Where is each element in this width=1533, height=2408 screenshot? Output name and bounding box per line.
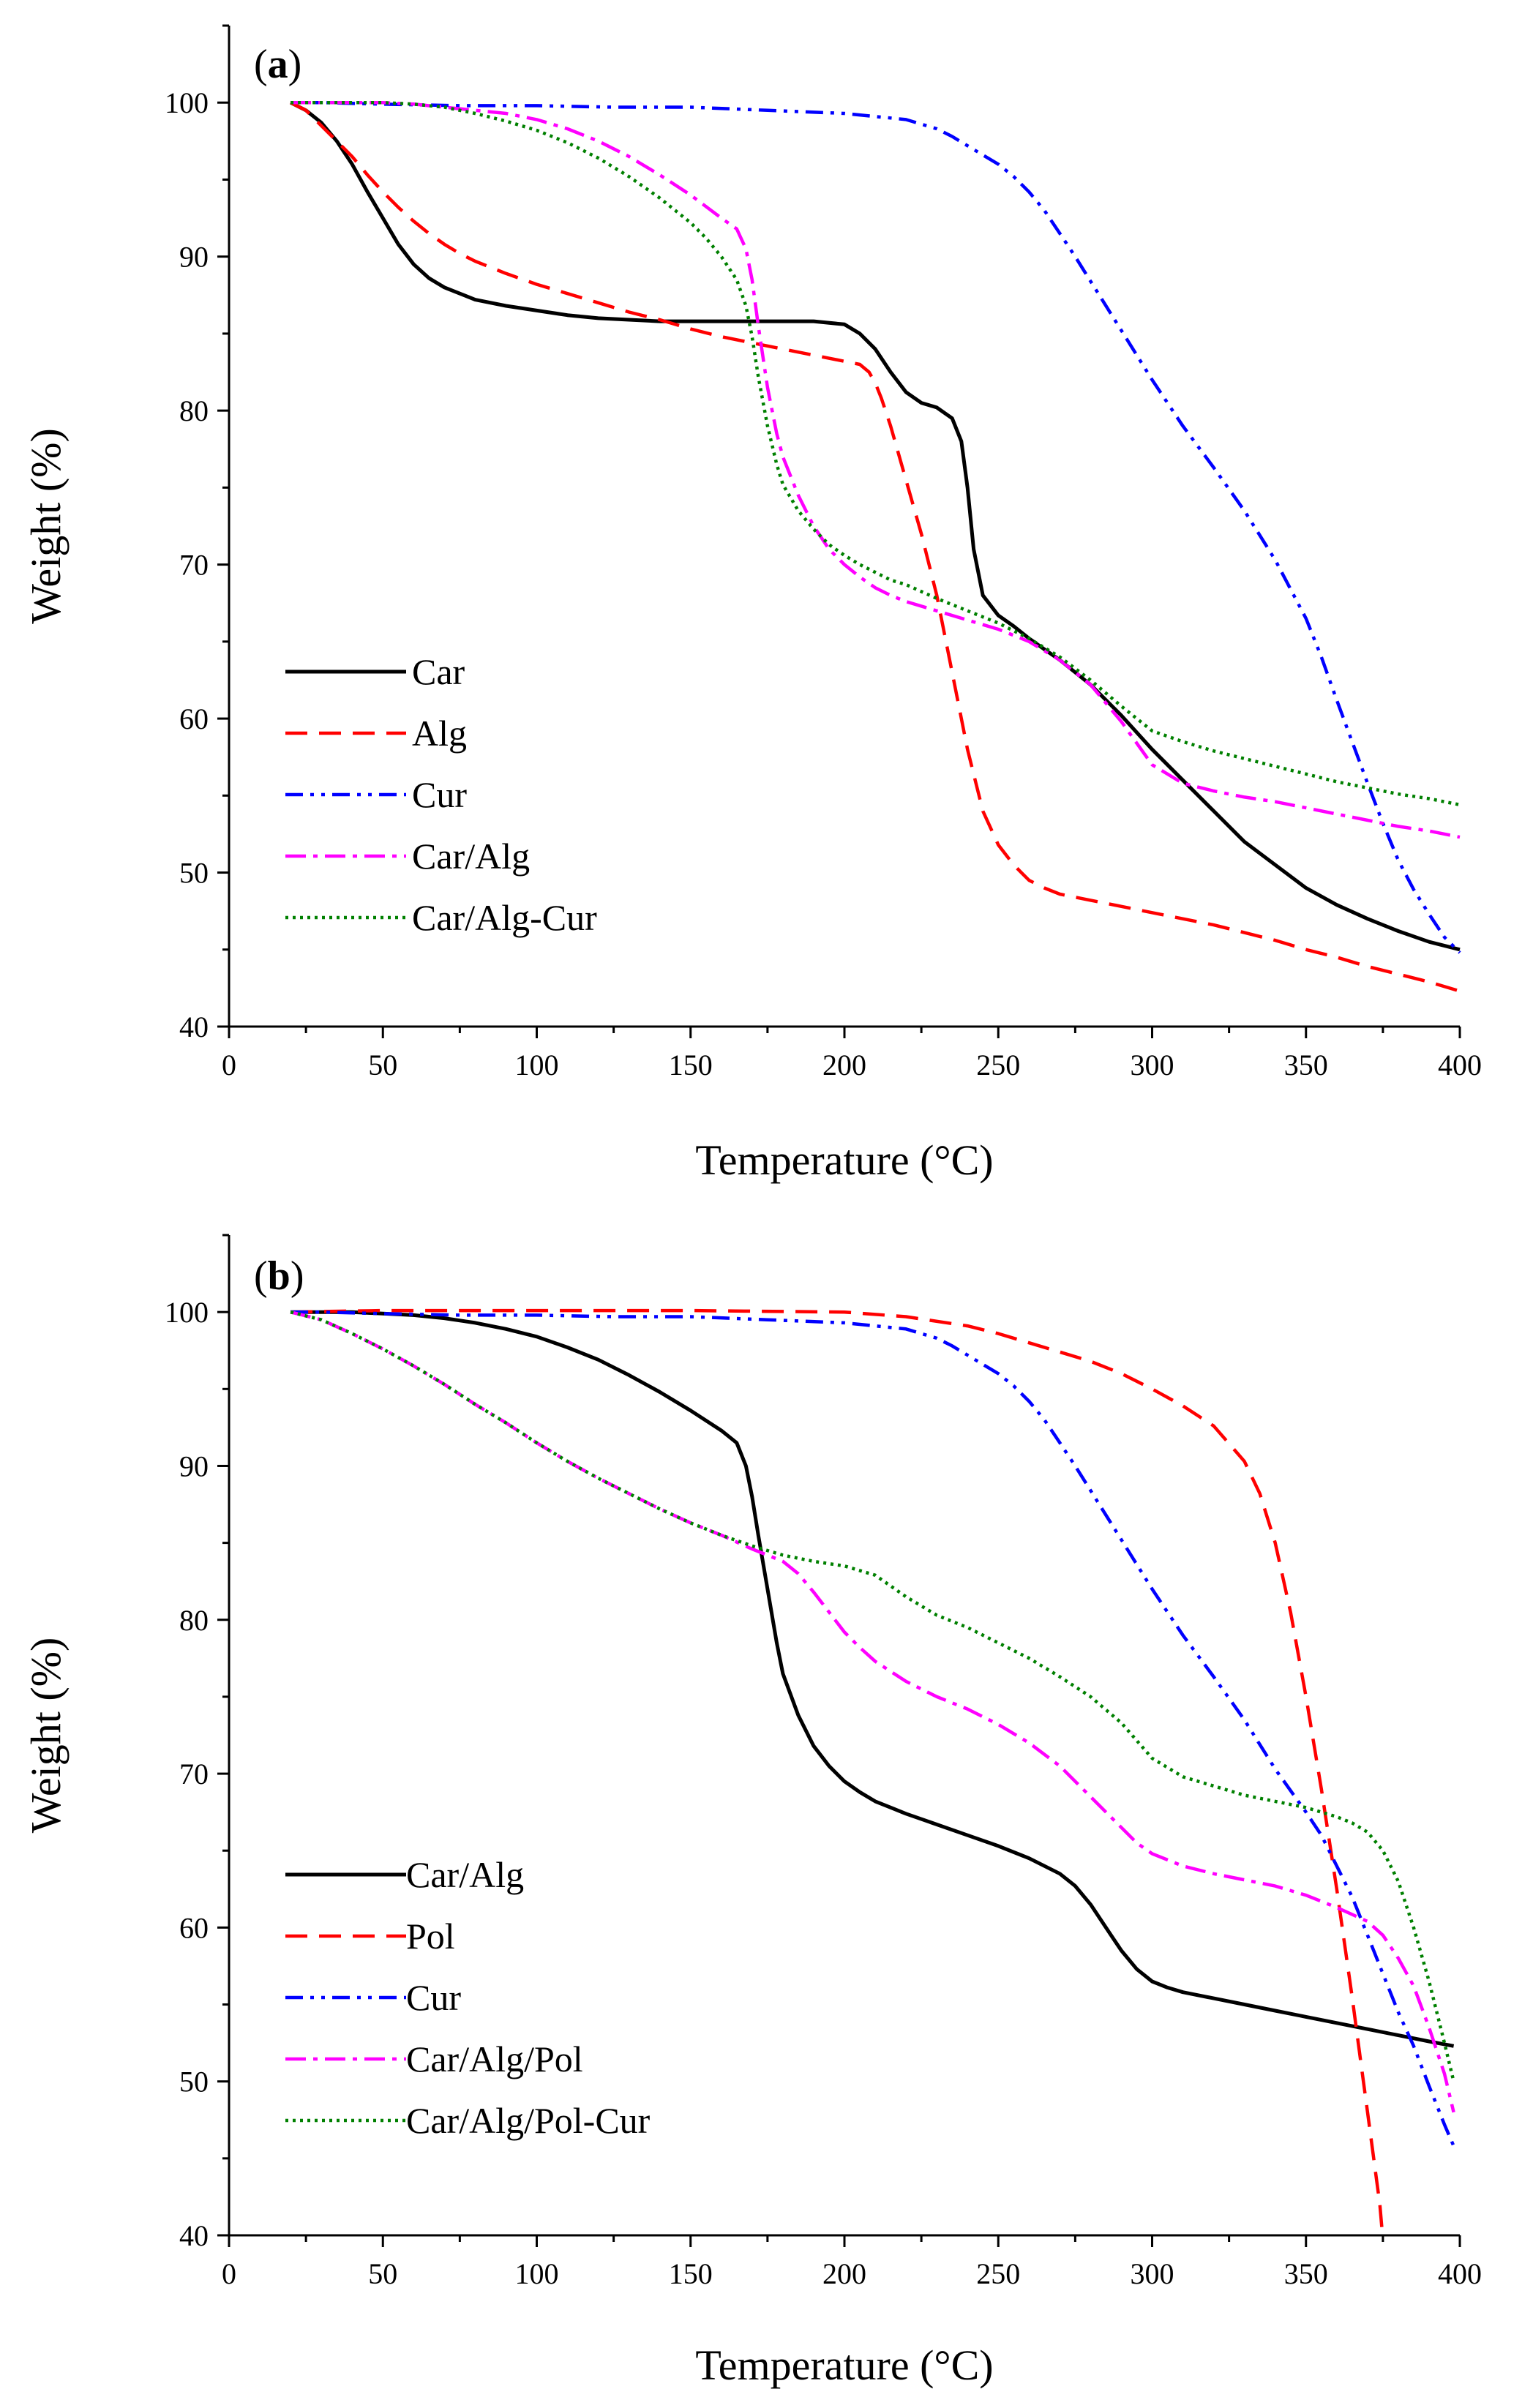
series-line-car-alg bbox=[291, 100, 1461, 839]
y-tick-label: 70 bbox=[179, 549, 209, 582]
x-tick-label: 0 bbox=[222, 2257, 236, 2290]
panel-label: (a) bbox=[254, 42, 301, 87]
x-axis-label: Temperature (°C) bbox=[695, 1136, 993, 1184]
series-line-alg bbox=[290, 101, 1461, 993]
x-tick-label: 350 bbox=[1284, 1049, 1328, 1081]
y-tick-label: 50 bbox=[179, 857, 209, 890]
y-tick-label: 50 bbox=[179, 2066, 209, 2098]
legend-label: Car/Alg bbox=[406, 1854, 524, 1895]
chart-panel-b: 0 50 100 150 200 250 300 350 400 40 50 60 70 80 90 100 T… bbox=[22, 1234, 1482, 2389]
legend-label: Car/Alg-Cur bbox=[412, 897, 597, 938]
series-line-car-alg-pol-cur bbox=[290, 1310, 1455, 2082]
series-line-pol bbox=[291, 1308, 1384, 2235]
x-tick-label: 150 bbox=[669, 1049, 713, 1081]
x-tick-label: 0 bbox=[222, 1049, 236, 1081]
legend-label: Car/Alg bbox=[412, 836, 530, 877]
panel-label-close: ) bbox=[291, 1253, 304, 1299]
y-tick-label: 60 bbox=[179, 1911, 209, 1944]
y-tick-label: 80 bbox=[179, 1604, 209, 1637]
x-tick-label: 300 bbox=[1131, 2257, 1174, 2290]
x-tick-label: 400 bbox=[1438, 1049, 1482, 1081]
x-tick-label: 350 bbox=[1284, 2257, 1328, 2290]
x-tick-label: 100 bbox=[515, 2257, 559, 2290]
series-line-car bbox=[289, 100, 1461, 952]
x-tick-label: 150 bbox=[669, 2257, 713, 2290]
y-tick-label: 40 bbox=[179, 2219, 209, 2252]
y-axis-label: Weight (%) bbox=[22, 1638, 70, 1834]
x-tick-label: 100 bbox=[515, 1049, 559, 1081]
legend-label: Cur bbox=[406, 1977, 461, 2018]
legend-label: Cur bbox=[412, 774, 467, 815]
legend-label: Car/Alg/Pol bbox=[406, 2038, 583, 2079]
y-tick-label: 80 bbox=[179, 394, 209, 427]
panel-label-close: ) bbox=[288, 42, 302, 87]
legend-label: Car bbox=[412, 651, 465, 692]
y-tick-label: 90 bbox=[179, 1449, 209, 1482]
legend-label: Pol bbox=[406, 1916, 455, 1957]
x-tick-label: 50 bbox=[368, 2257, 397, 2290]
series-line-cur bbox=[291, 100, 1461, 954]
x-tick-label: 250 bbox=[976, 2257, 1020, 2290]
y-tick-label: 40 bbox=[179, 1010, 209, 1043]
x-tick-label: 200 bbox=[822, 1049, 866, 1081]
x-tick-label: 50 bbox=[368, 1049, 397, 1081]
y-tick-label: 100 bbox=[165, 86, 209, 119]
series-line-car-alg-cur bbox=[291, 100, 1461, 807]
legend-label: Car/Alg/Pol-Cur bbox=[406, 2100, 651, 2141]
x-axis-label: Temperature (°C) bbox=[695, 2341, 993, 2389]
y-tick-label: 60 bbox=[179, 702, 209, 735]
panel-label: (b) bbox=[254, 1253, 304, 1299]
y-tick-label: 90 bbox=[179, 241, 209, 274]
panel-label-open: ( bbox=[254, 42, 268, 87]
panel-label-open: ( bbox=[254, 1253, 268, 1299]
x-tick-label: 250 bbox=[976, 1049, 1020, 1081]
y-axis-label: Weight (%) bbox=[22, 428, 70, 624]
legend-label: Alg bbox=[412, 713, 467, 754]
x-tick-label: 200 bbox=[822, 2257, 866, 2290]
series-line-car-alg-pol bbox=[290, 1310, 1455, 2113]
x-tick-label: 300 bbox=[1131, 1049, 1174, 1081]
series-line-cur bbox=[291, 1310, 1455, 2147]
chart-panel-a: 0 50 100 150 200 250 300 350 400 40 50 60 70 80 90 100 T… bbox=[22, 24, 1482, 1184]
panel-label-letter: a bbox=[268, 42, 288, 87]
y-tick-label: 70 bbox=[179, 1758, 209, 1790]
panel-label-letter: b bbox=[268, 1253, 291, 1299]
y-tick-label: 100 bbox=[165, 1296, 209, 1329]
x-tick-label: 400 bbox=[1438, 2257, 1482, 2290]
series-line-car-alg bbox=[291, 1310, 1455, 2048]
